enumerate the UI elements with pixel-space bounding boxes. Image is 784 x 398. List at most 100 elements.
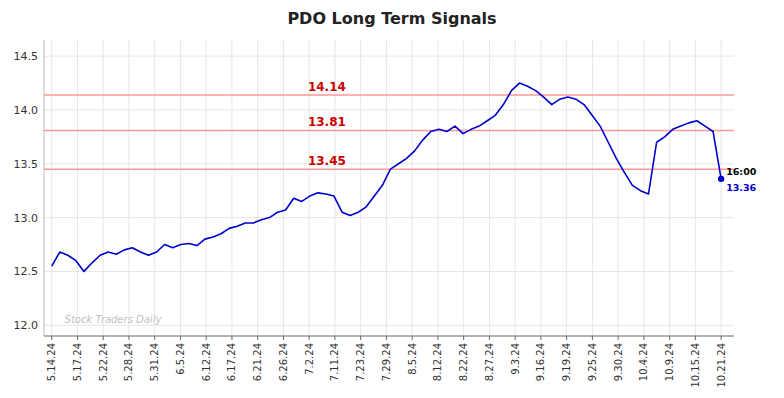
chart: PDO Long Term Signals12.012.513.013.514.… xyxy=(0,0,784,398)
x-tick xyxy=(103,336,104,340)
grid-line xyxy=(128,40,129,336)
grid-line xyxy=(463,40,464,336)
grid-line xyxy=(231,40,232,336)
x-tick xyxy=(463,336,464,340)
grid-line xyxy=(643,40,644,336)
grid-line xyxy=(695,40,696,336)
x-tick xyxy=(566,336,567,340)
grid xyxy=(44,40,734,336)
watermark: Stock Traders Daily xyxy=(65,314,163,325)
grid-line xyxy=(669,40,670,336)
grid-line xyxy=(386,40,387,336)
x-tick-label: 9.25.24 xyxy=(587,343,598,381)
x-tick xyxy=(386,336,387,340)
x-tick-label: 6.17.24 xyxy=(226,343,237,381)
x-tick-label: 6.5.24 xyxy=(175,343,186,375)
x-tick xyxy=(515,336,516,340)
x-tick-label: 5.22.24 xyxy=(98,343,109,381)
grid-line xyxy=(721,40,722,336)
y-tick-label: 12.5 xyxy=(14,265,39,278)
grid-line xyxy=(360,40,361,336)
x-tick-label: 7.2.24 xyxy=(304,343,315,375)
x-tick xyxy=(283,336,284,340)
grid-line xyxy=(180,40,181,336)
x-tick xyxy=(721,336,722,340)
x-tick xyxy=(309,336,310,340)
x-tick-label: 5.31.24 xyxy=(149,343,160,381)
end-label: 16:00 xyxy=(726,166,757,177)
signal-label: 13.81 xyxy=(308,115,346,129)
x-tick xyxy=(77,336,78,340)
grid-line xyxy=(592,40,593,336)
x-tick-label: 8.12.24 xyxy=(432,343,443,381)
x-tick-label: 8.5.24 xyxy=(407,343,418,375)
plot-area xyxy=(44,83,734,271)
grid-line xyxy=(154,40,155,336)
signal-label: 14.14 xyxy=(308,80,346,94)
x-tick xyxy=(412,336,413,340)
x-tick xyxy=(695,336,696,340)
grid-line xyxy=(257,40,258,336)
grid-line xyxy=(283,40,284,336)
grid-line xyxy=(44,56,734,57)
y-tick-label: 13.5 xyxy=(14,158,39,171)
x-tick xyxy=(489,336,490,340)
grid-line xyxy=(566,40,567,336)
x-tick xyxy=(128,336,129,340)
grid-line xyxy=(44,271,734,272)
x-tick-label: 9.19.24 xyxy=(561,343,572,381)
x-tick xyxy=(51,336,52,340)
grid-line xyxy=(540,40,541,336)
x-tick-label: 7.23.24 xyxy=(355,343,366,381)
x-tick-label: 10.21.24 xyxy=(716,343,727,388)
title: PDO Long Term Signals xyxy=(287,9,496,28)
x-tick-label: 9.3.24 xyxy=(510,343,521,375)
x-tick-label: 7.29.24 xyxy=(381,343,392,381)
grid-line xyxy=(77,40,78,336)
y-axis-line xyxy=(44,40,45,336)
x-axis-line xyxy=(44,336,734,337)
x-tick xyxy=(592,336,593,340)
y-tick-label: 12.0 xyxy=(14,319,39,332)
x-tick xyxy=(334,336,335,340)
x-tick-label: 6.26.24 xyxy=(278,343,289,381)
x-tick-label: 6.21.24 xyxy=(252,343,263,381)
x-tick xyxy=(669,336,670,340)
grid-line xyxy=(515,40,516,336)
x-tick xyxy=(257,336,258,340)
x-tick-label: 9.30.24 xyxy=(613,343,624,381)
signal-line xyxy=(44,94,734,96)
grid-line xyxy=(489,40,490,336)
y-tick-label: 14.5 xyxy=(14,50,39,63)
x-tick-label: 5.28.24 xyxy=(123,343,134,381)
x-tick-label: 10.15.24 xyxy=(690,343,701,388)
signal-label: 13.45 xyxy=(308,154,346,168)
end-label: 13.36 xyxy=(726,182,756,193)
x-tick xyxy=(154,336,155,340)
x-tick-label: 8.22.24 xyxy=(458,343,469,381)
x-tick xyxy=(540,336,541,340)
x-tick-label: 8.27.24 xyxy=(484,343,495,381)
x-tick-label: 6.12.24 xyxy=(201,343,212,381)
last-point xyxy=(718,176,724,182)
x-tick xyxy=(180,336,181,340)
x-tick-label: 10.4.24 xyxy=(638,343,649,381)
x-tick xyxy=(643,336,644,340)
grid-line xyxy=(206,40,207,336)
x-tick-label: 5.14.24 xyxy=(46,343,57,381)
x-tick xyxy=(231,336,232,340)
x-tick xyxy=(360,336,361,340)
price-line xyxy=(52,83,721,271)
grid-line xyxy=(44,217,734,218)
y-tick-label: 14.0 xyxy=(14,104,39,117)
signal-line xyxy=(44,168,734,170)
x-tick-label: 5.17.24 xyxy=(72,343,83,381)
x-tick-label: 9.16.24 xyxy=(535,343,546,381)
x-tick-label: 7.11.24 xyxy=(329,343,340,381)
grid-line xyxy=(51,40,52,336)
x-tick-label: 10.9.24 xyxy=(664,343,675,381)
signal-line xyxy=(44,130,734,132)
x-tick xyxy=(618,336,619,340)
grid-line xyxy=(44,163,734,164)
grid-line xyxy=(437,40,438,336)
